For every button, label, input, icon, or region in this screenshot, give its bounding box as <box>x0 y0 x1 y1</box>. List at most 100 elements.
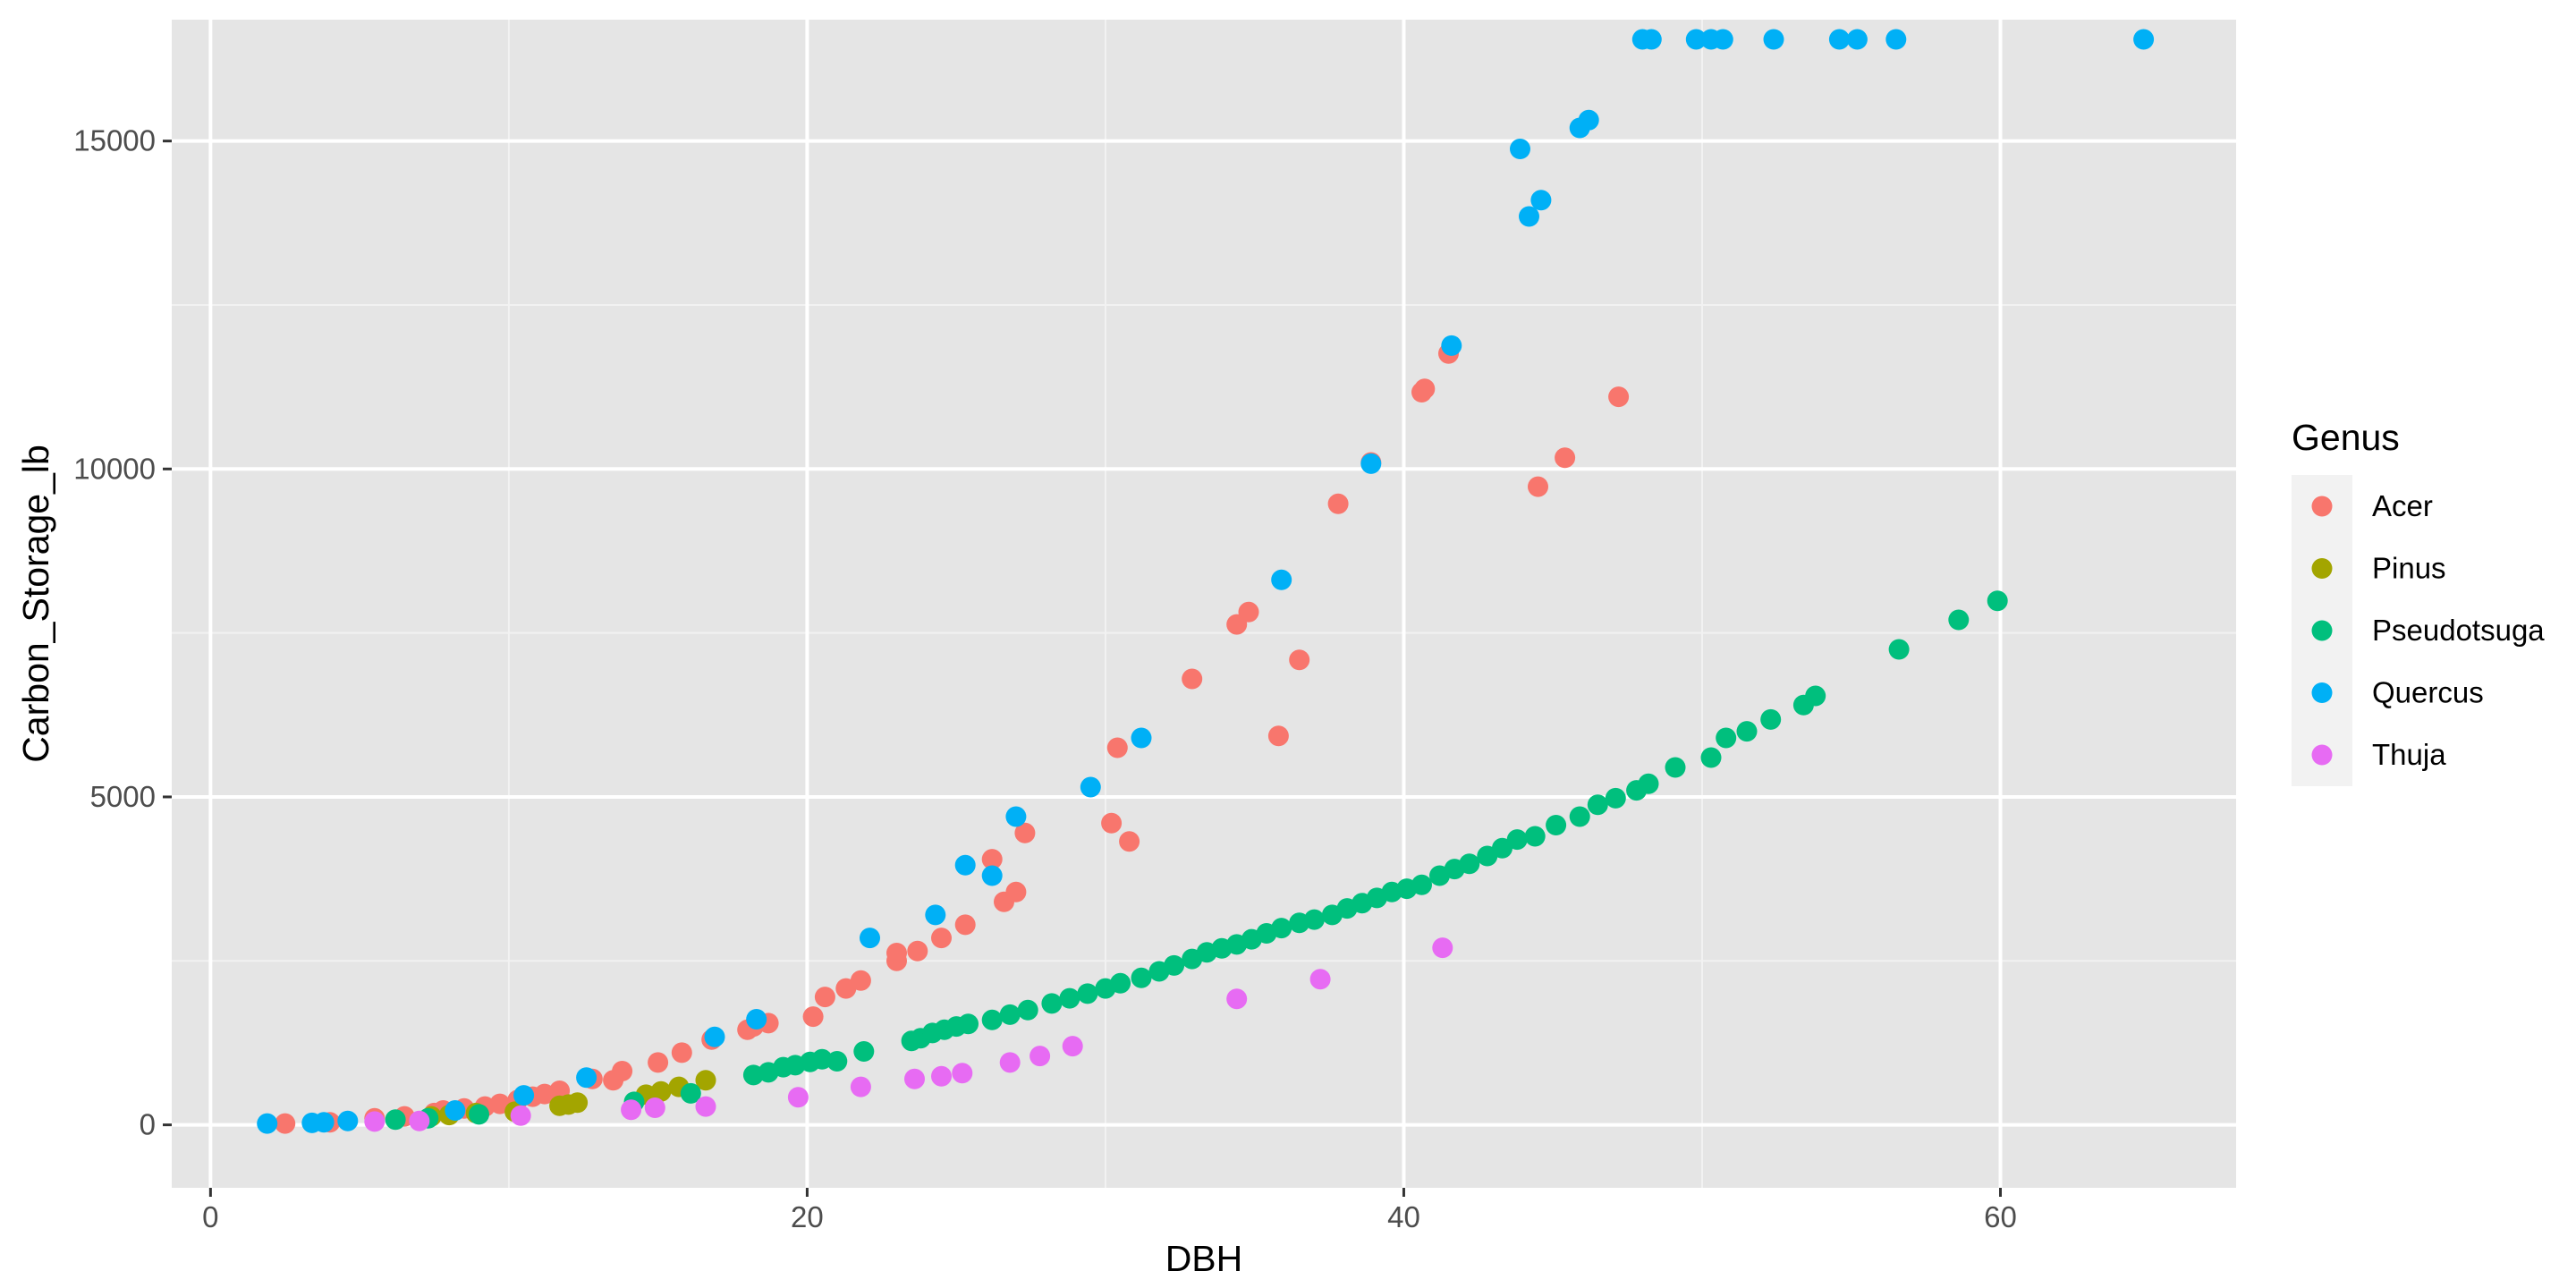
data-point <box>1528 476 1548 497</box>
data-point <box>1014 822 1036 843</box>
data-point <box>1289 649 1310 671</box>
data-point <box>1164 954 1185 976</box>
data-point <box>671 1042 692 1063</box>
data-point <box>445 1100 466 1121</box>
data-point <box>850 1076 871 1097</box>
data-point <box>1555 447 1576 469</box>
data-point <box>1062 1036 1083 1057</box>
data-point <box>1712 29 1733 50</box>
data-point <box>576 1067 597 1089</box>
data-point <box>981 849 1003 870</box>
data-point <box>1059 987 1080 1009</box>
legend-title: Genus <box>2292 417 2400 458</box>
data-point <box>1524 826 1546 847</box>
y-tick-label: 10000 <box>73 452 156 485</box>
data-point <box>1030 1046 1051 1067</box>
series-quercus <box>257 29 2155 1134</box>
data-point <box>1506 829 1528 851</box>
data-point <box>958 1013 979 1035</box>
data-point <box>1271 918 1292 939</box>
series-thuja <box>364 937 1453 1132</box>
data-point <box>811 1048 833 1070</box>
legend-key <box>2311 496 2333 517</box>
data-point <box>313 1112 335 1133</box>
data-points <box>257 29 2155 1134</box>
legend-key <box>2311 682 2333 703</box>
data-point <box>650 1080 672 1102</box>
data-point <box>1665 757 1686 778</box>
data-point <box>257 1113 278 1134</box>
data-point <box>981 865 1003 886</box>
data-point <box>886 943 907 963</box>
x-tick-label: 60 <box>1984 1200 2017 1233</box>
data-point <box>1608 386 1630 408</box>
data-point <box>1119 831 1140 852</box>
data-point <box>999 1004 1021 1025</box>
data-point <box>1546 815 1567 835</box>
data-point <box>2133 29 2155 50</box>
data-point <box>469 1104 489 1125</box>
data-point <box>931 928 952 949</box>
legend-item-quercus: Quercus <box>2311 676 2484 709</box>
x-tick-label: 20 <box>791 1200 824 1233</box>
x-tick-label: 40 <box>1387 1200 1420 1233</box>
data-point <box>1017 999 1038 1021</box>
legend-label: Acer <box>2372 489 2433 522</box>
data-point <box>1763 29 1784 50</box>
data-point <box>1736 721 1758 742</box>
legend-label: Pinus <box>2372 552 2446 585</box>
data-point <box>907 940 928 962</box>
y-axis-title: Carbon_Storage_lb <box>15 445 56 763</box>
y-tick-label: 5000 <box>90 780 156 813</box>
axis-ticks <box>163 140 2003 1197</box>
data-point <box>1760 708 1782 730</box>
data-point <box>1041 993 1063 1014</box>
data-point <box>695 1070 716 1091</box>
data-point <box>1432 937 1453 959</box>
data-point <box>1888 639 1910 660</box>
data-point <box>1131 967 1152 988</box>
data-point <box>1101 812 1123 834</box>
legend-key <box>2311 620 2333 641</box>
data-point <box>648 1052 669 1073</box>
legend-label: Quercus <box>2372 676 2484 709</box>
data-point <box>1828 29 1850 50</box>
data-point <box>695 1096 716 1117</box>
data-point <box>954 914 976 936</box>
data-point <box>1569 806 1590 827</box>
data-point <box>1459 853 1480 875</box>
legend-item-pseudotsuga: Pseudotsuga <box>2311 614 2545 647</box>
data-point <box>275 1113 296 1134</box>
data-point <box>787 1087 809 1108</box>
data-point <box>1110 972 1131 994</box>
data-point <box>1587 794 1608 816</box>
data-point <box>612 1061 633 1081</box>
data-point <box>1309 969 1331 990</box>
data-point <box>680 1082 701 1104</box>
data-point <box>1414 378 1436 400</box>
data-point <box>925 904 946 926</box>
data-point <box>1303 909 1325 930</box>
minor-gridlines <box>172 20 2236 1188</box>
legend-label: Pseudotsuga <box>2372 614 2545 647</box>
data-point <box>1640 29 1662 50</box>
data-point <box>1510 139 1530 159</box>
data-point <box>704 1026 725 1047</box>
data-point <box>1846 29 1868 50</box>
data-point <box>409 1110 430 1131</box>
data-point <box>513 1085 535 1106</box>
data-point <box>746 1009 767 1030</box>
data-point <box>337 1110 359 1131</box>
data-point <box>1077 983 1098 1004</box>
data-point <box>981 1009 1003 1030</box>
data-point <box>1327 493 1349 514</box>
data-point <box>802 1006 824 1028</box>
data-point <box>364 1111 386 1132</box>
major-gridlines <box>172 20 2236 1188</box>
data-point <box>1805 685 1826 707</box>
data-point <box>1948 609 1970 631</box>
data-point <box>952 1063 973 1084</box>
data-point <box>1700 747 1722 768</box>
data-point <box>1411 874 1432 895</box>
data-point <box>1530 190 1552 211</box>
